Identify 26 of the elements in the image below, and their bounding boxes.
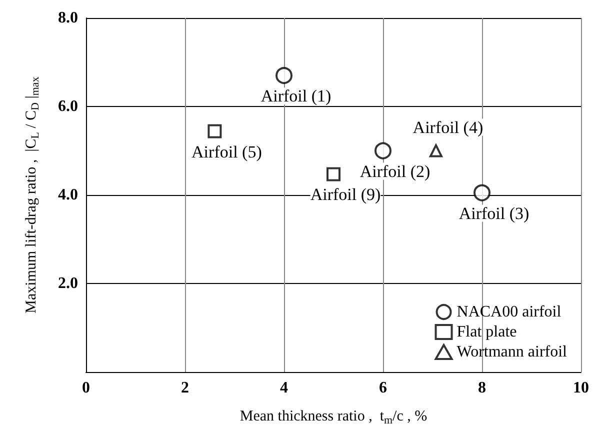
x-tick-label: 10 (573, 380, 589, 396)
legend-label: NACA00 airfoil (456, 304, 562, 320)
point (276, 67, 292, 84)
point (208, 124, 222, 138)
x-tick-label: 0 (82, 380, 90, 396)
annotation: Airfoil (3) (458, 204, 530, 223)
y-tick-label: 4.0 (58, 186, 78, 204)
x-tick-label: 4 (280, 380, 288, 396)
y-tick-label: 2.0 (58, 275, 78, 292)
x-tick-label: 2 (181, 380, 189, 396)
y-tick-label: 8.0 (58, 10, 78, 26)
legend-label: Flat plate (456, 324, 517, 340)
annotation: Airfoil (9) (310, 185, 381, 204)
point (326, 167, 340, 182)
x-tick-label: 8 (478, 380, 486, 396)
annotation: Airfoil (4) (412, 118, 484, 137)
x-tick-label: 6 (379, 380, 387, 396)
legend-label: Wortmann airfoil (456, 344, 568, 360)
y-axis-title: Maximum lift-drag ratio , |CL / CD |max (24, 76, 42, 314)
annotation: Airfoil (2) (360, 162, 430, 181)
point (429, 144, 442, 158)
y-tick-label: 6.0 (58, 98, 78, 115)
point (474, 184, 490, 202)
annotation: Airfoil (1) (260, 86, 332, 106)
point (374, 142, 392, 160)
annotation: Airfoil (5) (192, 142, 262, 162)
